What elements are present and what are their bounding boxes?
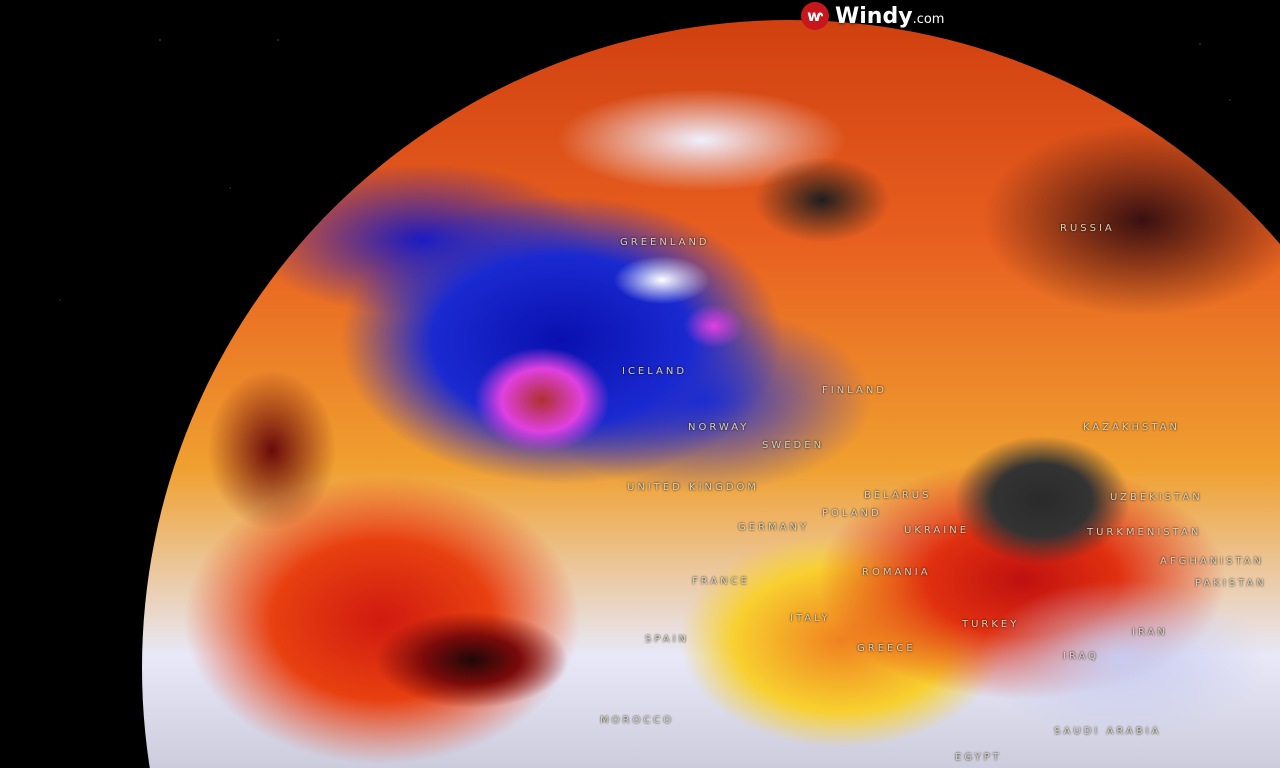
label-sweden: SWEDEN xyxy=(762,440,825,451)
label-germany: GERMANY xyxy=(738,522,810,533)
label-belarus: BELARUS xyxy=(864,490,932,501)
label-united-kingdom: UNITED KINGDOM xyxy=(627,482,759,493)
label-greece: GREECE xyxy=(857,643,916,654)
label-ukraine: UKRAINE xyxy=(904,525,970,536)
label-finland: FINLAND xyxy=(822,385,888,396)
windy-logo-text: Windy.com xyxy=(835,3,945,29)
label-kazakhstan: KAZAKHSTAN xyxy=(1083,422,1180,433)
label-spain: SPAIN xyxy=(645,634,690,645)
label-russia: RUSSIA xyxy=(1060,223,1115,234)
label-norway: NORWAY xyxy=(688,422,750,433)
label-turkey: TURKEY xyxy=(962,619,1020,630)
label-iraq: IRAQ xyxy=(1063,651,1100,662)
windy-logo-icon: ⱳ xyxy=(801,2,829,30)
label-uzbekistan: UZBEKISTAN xyxy=(1110,492,1203,503)
label-saudi-arabia: SAUDI ARABIA xyxy=(1054,726,1162,737)
label-egypt: EGYPT xyxy=(955,752,1002,763)
label-iceland: ICELAND xyxy=(622,366,688,377)
label-turkmenistan: TURKMENISTAN xyxy=(1087,527,1202,538)
windy-logo[interactable]: ⱳ Windy.com xyxy=(801,2,944,30)
label-iran: IRAN xyxy=(1132,627,1168,638)
label-morocco: MOROCCO xyxy=(600,715,675,726)
label-italy: ITALY xyxy=(790,613,831,624)
label-france: FRANCE xyxy=(692,576,750,587)
label-pakistan: PAKISTAN xyxy=(1195,578,1267,589)
label-romania: ROMANIA xyxy=(862,567,931,578)
label-poland: POLAND xyxy=(822,508,882,519)
label-afghanistan: AFGHANISTAN xyxy=(1160,556,1265,567)
label-greenland: GREENLAND xyxy=(620,237,710,248)
